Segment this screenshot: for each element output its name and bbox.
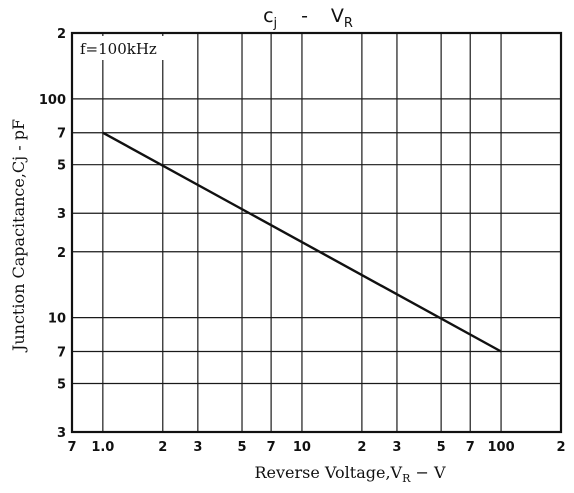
x-tick-label: 7 [466,440,475,455]
x-tick-label: 10 [293,440,311,455]
x-tick-label: 2 [357,440,366,455]
title-v: V [331,5,344,27]
y-tick-label: 5 [57,159,66,174]
x-tick-label: 5 [237,440,246,455]
grid [71,32,562,433]
x-tick-label: 3 [392,440,401,455]
x-tick-label: 3 [193,440,202,455]
title-v-subscript: R [344,16,353,31]
series-line [102,131,502,353]
x-tick-label: 1.0 [91,440,114,455]
x-tick-label: 2 [158,440,167,455]
chart-title: cj - VR [263,5,353,31]
x-axis-label-main: Reverse Voltage,V [254,463,402,482]
series-group [102,131,502,353]
x-axis-label-subscript: R [402,472,411,485]
x-tick-label: 5 [437,440,446,455]
x-axis-label: Reverse Voltage,VR − V [254,463,445,485]
y-tick-label: 2 [57,27,66,42]
x-axis-label-unit: − V [410,463,446,482]
y-axis-label: Junction Capacitance,Cj - pF [9,119,28,353]
plot-frame [70,31,563,434]
y-tick-label: 100 [39,93,66,108]
title-dash: - [301,5,307,27]
x-tick-label: 100 [487,440,514,455]
x-tick-labels: 7 1.0 2 3 5 7 10 2 3 5 7 100 2 [67,440,565,455]
x-tick-label: 2 [556,440,565,455]
y-tick-label: 7 [57,346,66,361]
y-tick-label: 7 [57,127,66,142]
y-tick-label: 2 [57,246,66,261]
y-tick-labels: 3 5 7 10 2 3 5 7 100 2 [39,27,66,441]
frequency-annotation: f=100kHz [80,40,157,58]
annotation-background [76,36,192,60]
x-tick-label: 7 [67,440,76,455]
title-c: c [263,5,273,27]
y-tick-label: 3 [57,426,66,441]
title-c-subscript: j [273,16,278,31]
y-tick-label: 10 [48,312,66,327]
y-tick-label: 5 [57,377,66,392]
y-tick-label: 3 [57,207,66,222]
x-tick-label: 7 [267,440,276,455]
